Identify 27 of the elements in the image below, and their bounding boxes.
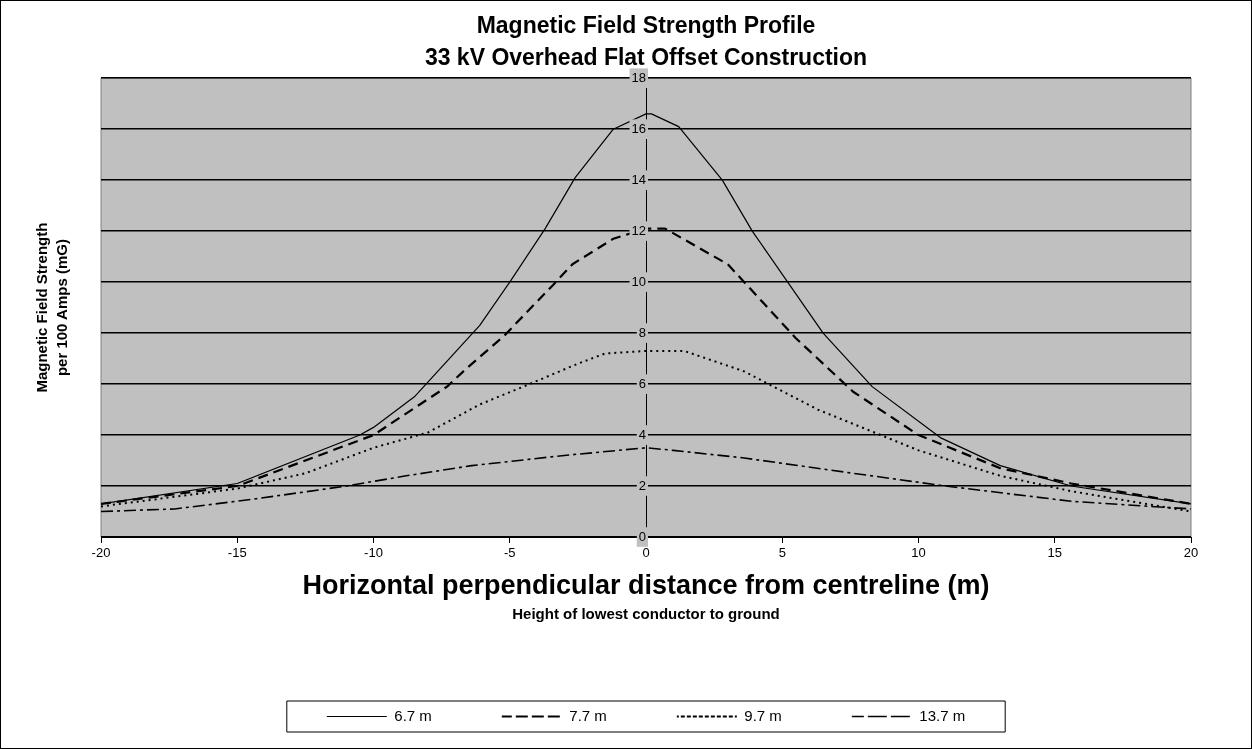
x-tick-label: 20 [1183,545,1199,561]
x-tick-label: 5 [778,545,786,561]
y-tick-label: 8 [638,324,646,340]
x-tick-label: -5 [503,545,516,561]
y-tick-label: 14 [631,171,646,187]
y-tick-label: 12 [631,222,646,238]
legend-label: 13.7 m [919,706,966,724]
legend-label: 9.7 m [744,706,782,724]
y-tick-label: 4 [638,426,646,442]
chart-subtitle: 33 kV Overhead Flat Offset Construction [424,43,868,70]
y-tick-label: 10 [631,273,646,289]
x-axis-title: Horizontal perpendicular distance from centreline (m) [302,570,990,601]
y-tick-label: 2 [638,477,646,493]
legend-label: 7.7 m [569,706,607,724]
y-tick-label: 18 [631,69,646,85]
y-tick-label: 16 [631,120,646,136]
y-tick-label: 0 [638,528,646,544]
legend-title: Height of lowest conductor to ground [512,604,780,622]
y-axis-title: Magnetic Field Strength per 100 Amps (mG) [33,222,71,393]
x-tick-label: -15 [227,545,247,561]
legend-label: 6.7 m [394,706,432,724]
y-tick-label: 6 [638,375,646,391]
x-tick-label: 10 [911,545,926,561]
x-tick-label: -20 [91,545,111,561]
x-tick-label: 15 [1047,545,1062,561]
x-tick-label: -10 [364,545,383,561]
chart-title: Magnetic Field Strength Profile [476,12,816,39]
